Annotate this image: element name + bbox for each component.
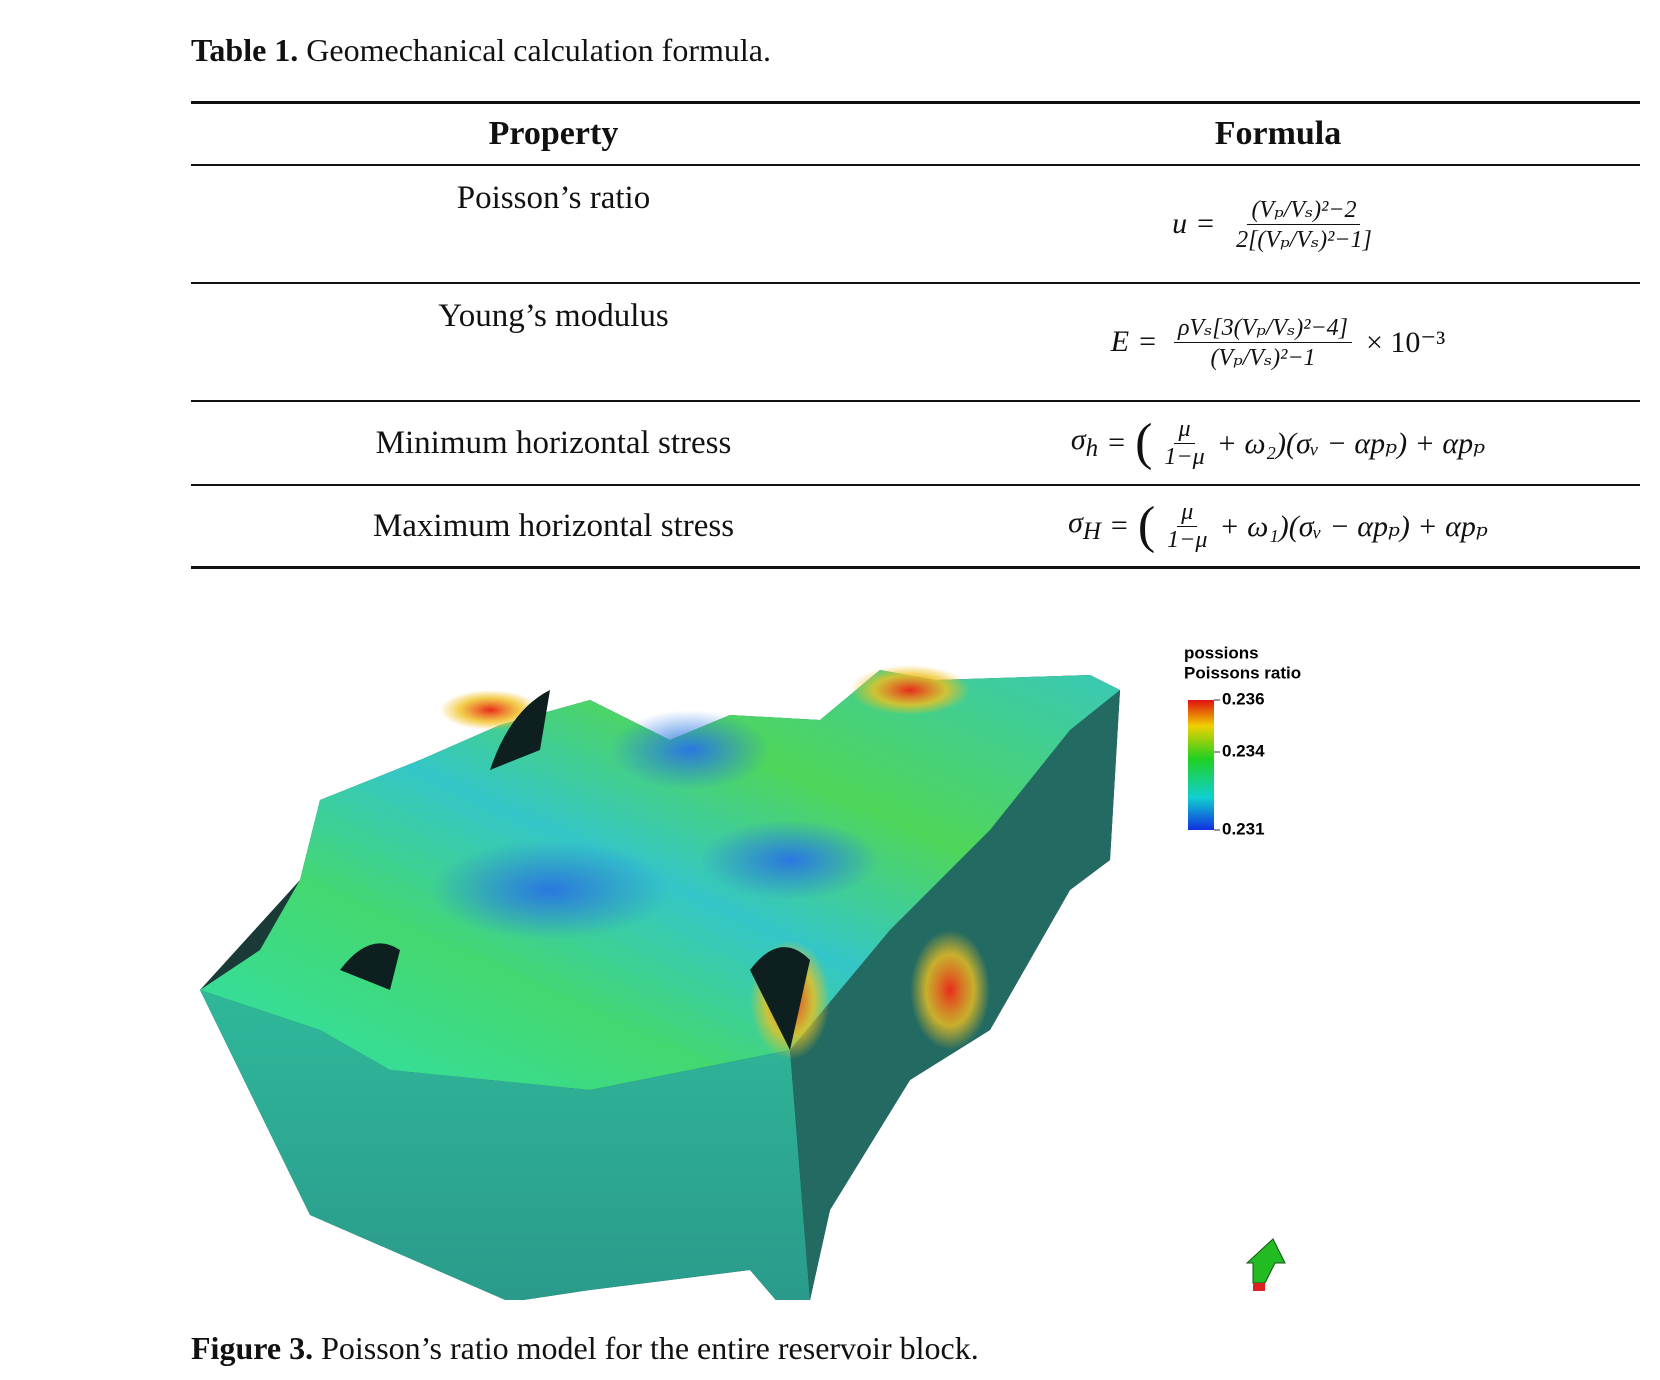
header-cell: Property bbox=[488, 115, 619, 152]
formula-lhs-sub: h bbox=[1085, 435, 1099, 462]
fraction: (Vₚ/Vₛ)²−2 2[(Vₚ/Vₛ)²−1] bbox=[1232, 195, 1376, 254]
numerator: ρVₛ[3(Vₚ/Vₛ)²−4] bbox=[1174, 313, 1352, 343]
formula-lhs-sub: H bbox=[1082, 518, 1101, 545]
formula-relation: = bbox=[1197, 207, 1215, 240]
formula-factor: × 10⁻³ bbox=[1366, 325, 1446, 359]
reservoir-model bbox=[200, 665, 1120, 1300]
colorbar-title: Poissons ratio bbox=[1184, 663, 1301, 682]
colorbar-tick-label: 0.236 bbox=[1222, 689, 1265, 708]
formula-relation: = bbox=[1110, 509, 1128, 542]
row-rule bbox=[191, 484, 1640, 486]
top-rule bbox=[191, 101, 1640, 104]
formula-rest: + ω₂)(σᵥ − αpₚ) + αpₚ bbox=[1216, 426, 1486, 460]
property-cell: Young’s modulus bbox=[438, 298, 669, 334]
fraction: μ 1−μ bbox=[1160, 416, 1208, 471]
colorbar-ramp bbox=[1188, 700, 1214, 830]
formula-paren: ( bbox=[1137, 497, 1156, 554]
numerator: μ bbox=[1177, 499, 1198, 527]
table-caption: Table 1. Geomechanical calculation formul… bbox=[191, 32, 771, 69]
formula-cell: σh =(μ 1−μ + ω₂)(σᵥ − αpₚ) + αpₚ bbox=[916, 402, 1640, 484]
bottom-rule bbox=[191, 566, 1640, 569]
caption-label: Figure 3. bbox=[191, 1330, 314, 1366]
caption-text: Poisson’s ratio model for the entire res… bbox=[321, 1330, 979, 1366]
colorbar-title: possions bbox=[1184, 643, 1259, 662]
property-cell: Minimum horizontal stress bbox=[375, 424, 732, 461]
formula-cell: E = ρVₛ[3(Vₚ/Vₛ)²−4] (Vₚ/Vₛ)²−1 × 10⁻³ bbox=[916, 284, 1640, 400]
property-cell: Maximum horizontal stress bbox=[372, 507, 735, 544]
numerator: μ bbox=[1174, 416, 1195, 444]
formula-rest: + ω₁)(σᵥ − αpₚ) + αpₚ bbox=[1219, 509, 1488, 543]
formula-cell: u = (Vₚ/Vₛ)²−2 2[(Vₚ/Vₛ)²−1] bbox=[916, 166, 1640, 282]
formula-relation: = bbox=[1108, 426, 1126, 459]
caption-text: Geomechanical calculation formula. bbox=[306, 32, 771, 68]
orientation-arrow bbox=[1245, 1238, 1286, 1291]
formula-cell: σH =(μ 1−μ + ω₁)(σᵥ − αpₚ) + αpₚ bbox=[916, 486, 1640, 566]
formula-lhs: σH bbox=[1068, 506, 1101, 545]
row-rule bbox=[191, 400, 1640, 402]
denominator: 1−μ bbox=[1167, 526, 1208, 553]
formula-paren: ( bbox=[1135, 414, 1153, 471]
colorbar-tick-label: 0.231 bbox=[1222, 819, 1265, 838]
denominator: 2[(Vₚ/Vₛ)²−1] bbox=[1236, 226, 1372, 253]
fraction: ρVₛ[3(Vₚ/Vₛ)²−4] (Vₚ/Vₛ)²−1 bbox=[1174, 313, 1352, 372]
header-rule bbox=[191, 164, 1640, 166]
caption-label: Table 1. bbox=[191, 32, 299, 68]
formula-lhs: σh bbox=[1070, 423, 1099, 462]
figure-caption: Figure 3. Poisson’s ratio model for the e… bbox=[191, 1330, 979, 1367]
formula-lhs: E bbox=[1110, 325, 1130, 358]
formula-lhs: u bbox=[1172, 207, 1188, 240]
formula-relation: = bbox=[1139, 325, 1156, 358]
colorbar-tick-label: 0.234 bbox=[1222, 741, 1265, 760]
property-cell: Poisson’s ratio bbox=[456, 180, 651, 216]
row-rule bbox=[191, 282, 1640, 284]
fraction: μ 1−μ bbox=[1163, 499, 1211, 554]
header-cell: Formula bbox=[1214, 115, 1342, 152]
numerator: (Vₚ/Vₛ)²−2 bbox=[1247, 195, 1361, 225]
denominator: (Vₚ/Vₛ)²−1 bbox=[1210, 344, 1316, 371]
denominator: 1−μ bbox=[1164, 443, 1205, 470]
